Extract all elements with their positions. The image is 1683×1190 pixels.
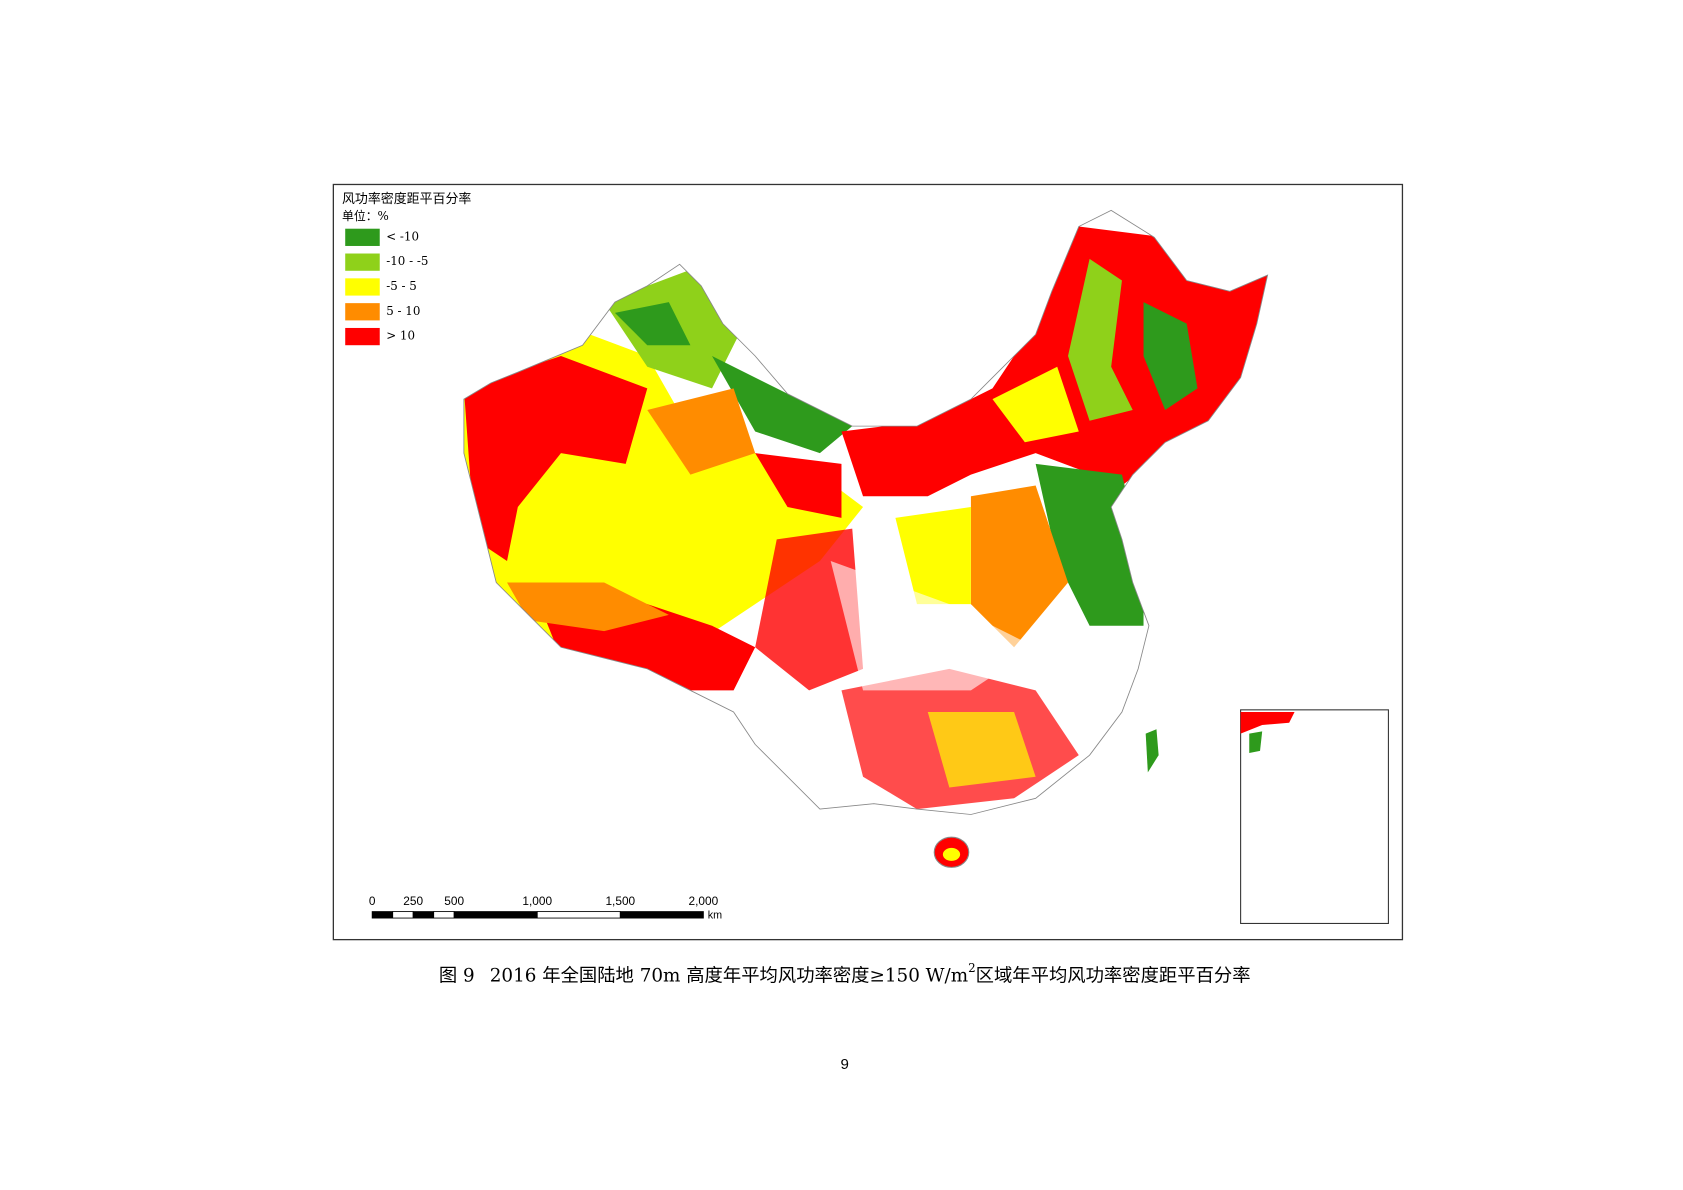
scale-bar: 0 250 500 1,000 1,500 2,000 km (369, 894, 722, 922)
legend-label: -10 - -5 (386, 254, 428, 268)
scale-label: 2,000 (689, 894, 719, 908)
scale-segment (536, 911, 621, 919)
legend-swatch (345, 327, 380, 346)
scale-label: 500 (444, 894, 464, 908)
scale-label: 1,500 (605, 894, 635, 908)
scale-label: 0 (369, 894, 376, 908)
legend-swatch (345, 303, 380, 321)
scale-segment (433, 911, 455, 919)
scale-label: 250 (403, 894, 423, 908)
legend-swatch (345, 228, 380, 246)
legend-title: 风功率密度距平百分率 (342, 191, 471, 207)
inset-map (1249, 731, 1263, 754)
taiwan (1145, 729, 1159, 773)
inset-frame (1240, 709, 1389, 924)
scale-label: 1,000 (522, 894, 552, 908)
scale-segment (412, 911, 435, 919)
caption-prefix: 图 9 (439, 965, 475, 986)
caption-text: 2016 年全国陆地 70m 高度年平均风功率密度≥150 W/m (490, 965, 968, 986)
inset-map (1240, 712, 1295, 734)
scale-segment (453, 911, 538, 919)
scale-segment (619, 911, 704, 919)
page-content: 风功率密度距平百分率 单位：% < -10 -10 - -5 -5 - 5 5 - 1… (332, 183, 1404, 1073)
china-outline (463, 209, 1269, 815)
caption-suffix: 区域年平均风功率密度距平百分率 (976, 965, 1251, 986)
scale-unit: km (708, 910, 722, 922)
legend-label: < -10 (386, 229, 419, 243)
legend-label: -5 - 5 (386, 279, 417, 293)
legend-swatch (345, 253, 380, 271)
legend-swatch (345, 278, 380, 296)
legend-unit: 单位：% (342, 209, 389, 223)
scale-segment (371, 911, 394, 919)
legend-label: > 10 (386, 329, 415, 343)
scale-segment (392, 911, 414, 919)
legend-label: 5 - 10 (386, 304, 420, 318)
legend: 风功率密度距平百分率 单位：% < -10 -10 - -5 -5 - 5 5 - 1… (342, 191, 471, 346)
caption-superscript: 2 (968, 961, 976, 975)
caption: 图 9 2016 年全国陆地 70m 高度年平均风功率密度≥150 W/m2区域年… (439, 961, 1251, 987)
hainan-inner (942, 847, 961, 861)
page-number: 9 (840, 1056, 848, 1073)
